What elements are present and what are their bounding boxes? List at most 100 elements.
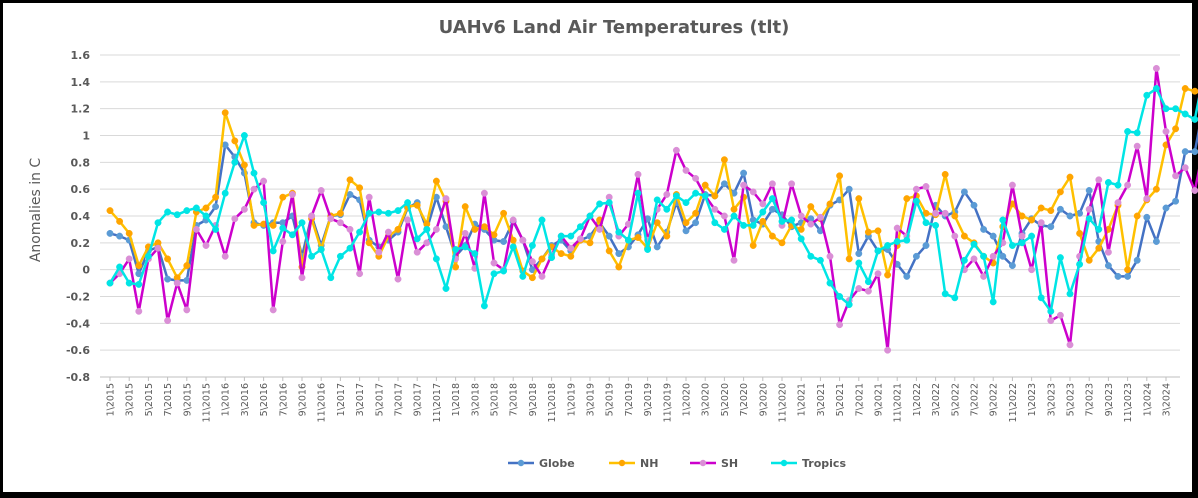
data-point — [624, 236, 632, 244]
data-point — [413, 235, 421, 243]
data-point — [346, 176, 354, 184]
data-point — [1143, 213, 1151, 221]
data-point — [135, 280, 143, 288]
data-point — [240, 161, 248, 169]
data-point — [509, 216, 517, 224]
data-point — [461, 243, 469, 251]
data-point — [260, 177, 268, 185]
data-point — [884, 271, 892, 279]
data-point — [1085, 215, 1093, 223]
data-point — [1076, 260, 1084, 268]
data-point — [528, 242, 536, 249]
data-point — [336, 209, 344, 217]
data-point — [989, 232, 997, 240]
data-point — [941, 170, 949, 178]
data-point — [855, 250, 863, 258]
data-point — [1076, 229, 1084, 237]
data-point — [231, 137, 239, 145]
data-point — [192, 225, 200, 233]
data-point — [634, 189, 642, 197]
data-point — [740, 181, 748, 189]
data-point — [999, 252, 1007, 260]
data-point — [519, 236, 527, 244]
data-point — [212, 193, 220, 201]
data-point — [375, 248, 383, 256]
data-point — [1104, 262, 1112, 270]
data-point — [1047, 207, 1055, 215]
data-point — [298, 274, 306, 282]
data-point — [1172, 172, 1180, 180]
data-point — [1191, 187, 1198, 194]
data-point — [269, 247, 277, 255]
data-point — [644, 246, 652, 253]
data-point — [576, 235, 584, 243]
x-tick-label: 7\2016 — [278, 383, 289, 416]
data-point — [1056, 205, 1064, 213]
data-point — [317, 246, 325, 253]
data-point — [682, 199, 690, 207]
data-point — [586, 212, 594, 220]
data-point — [903, 195, 911, 203]
data-point — [874, 227, 882, 235]
x-tick-label: 11\2020 — [778, 383, 789, 422]
data-point — [471, 225, 479, 233]
data-point — [519, 272, 527, 280]
data-point — [288, 231, 296, 239]
x-tick-label: 7\2018 — [509, 383, 520, 416]
data-point — [308, 212, 316, 220]
data-point — [1037, 219, 1045, 227]
data-point — [1047, 307, 1055, 315]
data-point — [1133, 212, 1141, 220]
data-point — [615, 228, 623, 236]
data-point — [807, 203, 815, 211]
data-point — [1028, 232, 1036, 240]
data-point — [653, 196, 661, 204]
legend-item-sh: SH — [690, 457, 738, 470]
data-point — [413, 201, 421, 209]
data-point — [106, 279, 114, 287]
data-point — [490, 231, 498, 239]
data-point — [221, 189, 229, 197]
data-point — [1066, 173, 1074, 181]
data-point — [394, 207, 402, 215]
data-point — [557, 250, 565, 258]
data-point — [1162, 128, 1170, 135]
y-tick-label: 1.4 — [71, 76, 91, 89]
data-point — [327, 274, 335, 282]
data-point — [759, 208, 767, 216]
data-point — [1095, 244, 1103, 252]
data-point — [183, 306, 191, 314]
data-point — [692, 189, 700, 197]
data-point — [1124, 272, 1132, 280]
data-point — [941, 209, 949, 217]
data-point — [432, 177, 440, 185]
data-point — [836, 172, 844, 180]
data-point — [1191, 115, 1198, 123]
data-point — [509, 243, 517, 251]
data-point — [1152, 85, 1160, 92]
data-point — [1085, 256, 1093, 264]
data-point — [1056, 188, 1064, 196]
data-point — [480, 189, 488, 197]
data-point — [941, 290, 949, 298]
data-point — [1143, 91, 1151, 99]
data-point — [922, 183, 930, 190]
data-point — [154, 219, 162, 227]
data-point — [778, 217, 786, 225]
x-tick-label: 9\2015 — [182, 383, 193, 416]
data-point — [1047, 223, 1055, 231]
data-point — [672, 146, 680, 154]
y-tick-label: 0.4 — [71, 210, 91, 223]
data-point — [452, 246, 460, 253]
x-tick-label: 11\2016 — [317, 383, 328, 422]
data-point — [864, 278, 872, 286]
data-point — [1152, 64, 1160, 72]
data-point — [423, 225, 431, 233]
data-point — [452, 263, 460, 271]
data-point — [730, 212, 738, 220]
data-point — [1028, 216, 1036, 224]
data-point — [183, 207, 191, 215]
data-point — [797, 225, 805, 233]
x-tick-label: 9\2020 — [758, 383, 769, 416]
